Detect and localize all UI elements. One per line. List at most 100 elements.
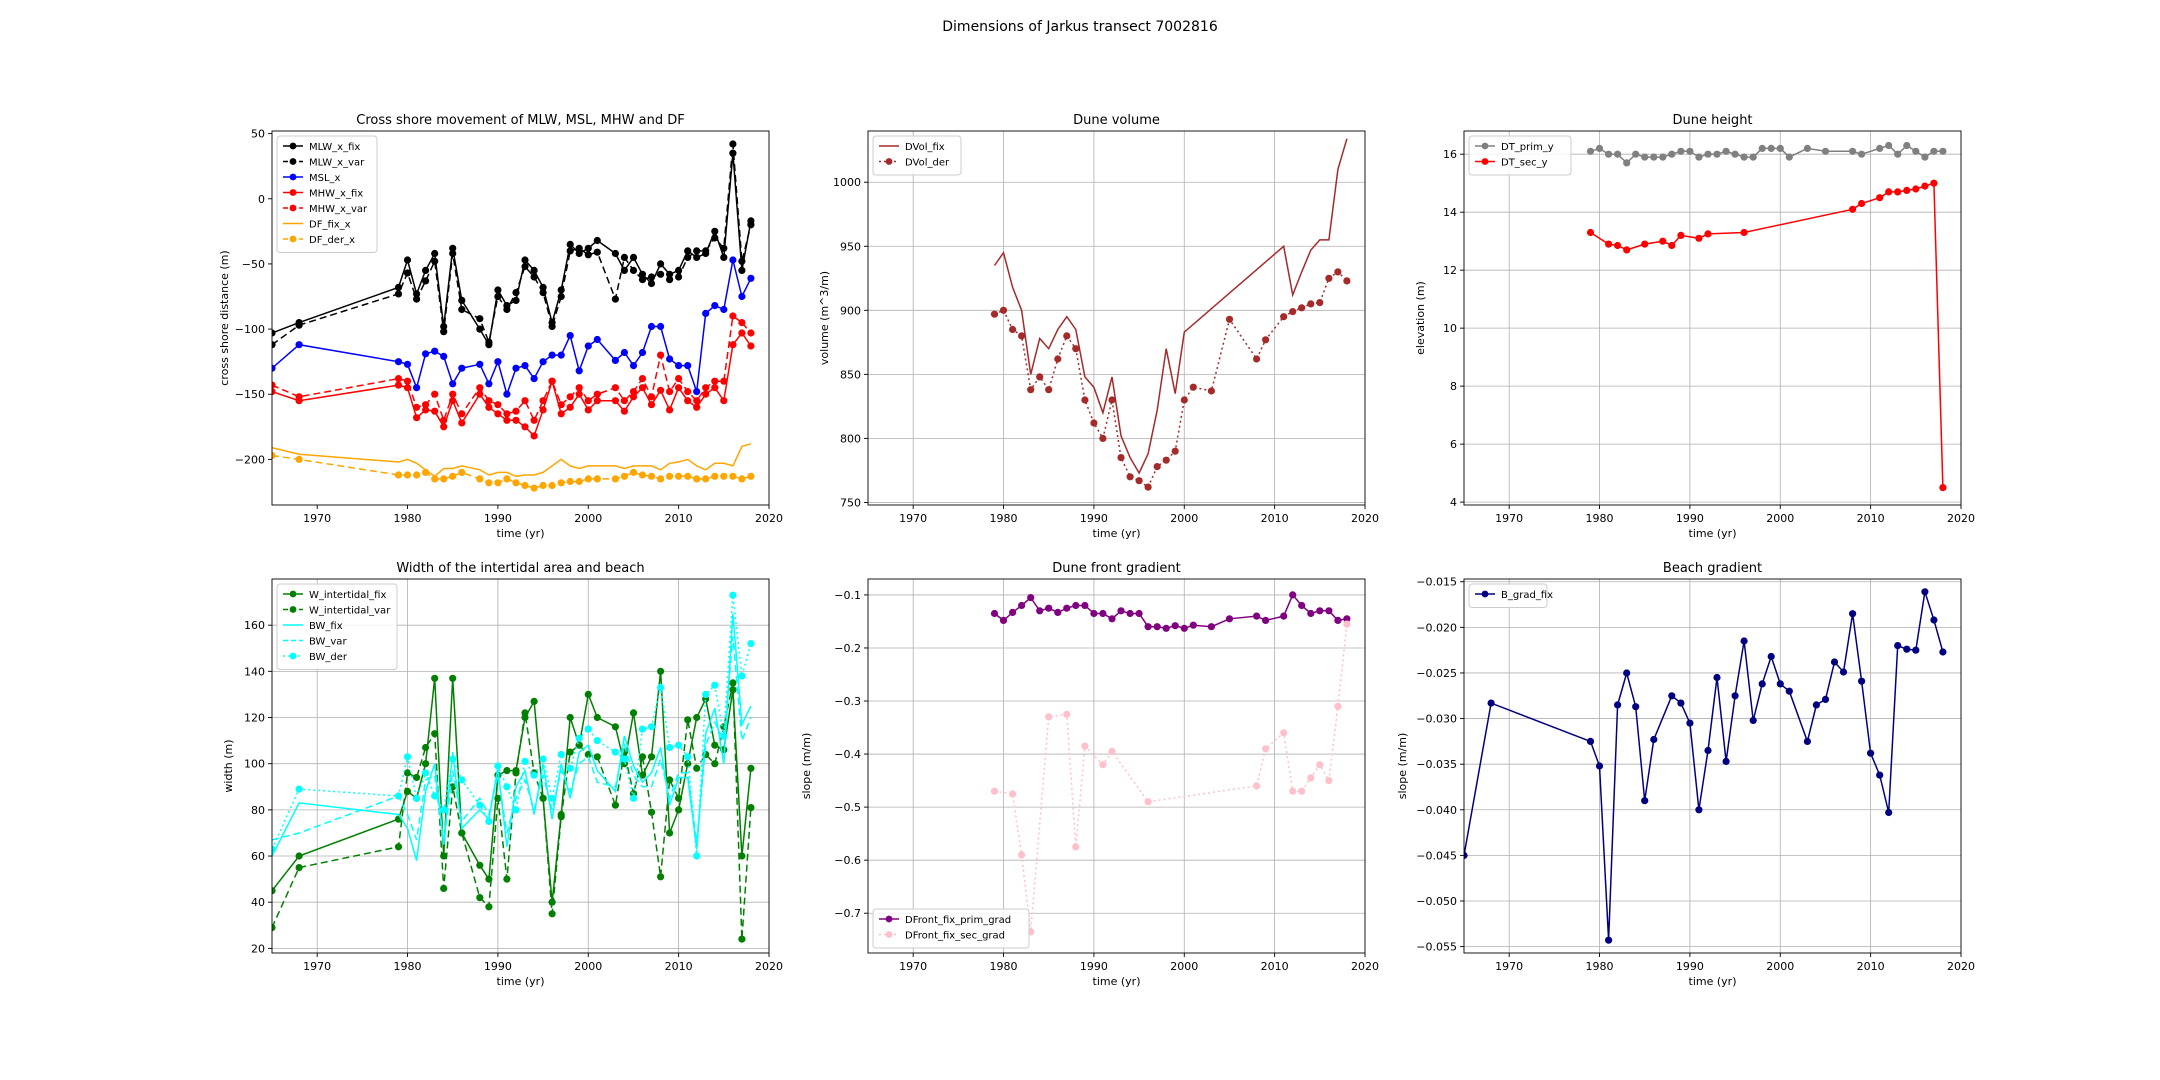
data-point bbox=[295, 864, 303, 872]
data-point bbox=[629, 468, 638, 476]
data-point bbox=[503, 416, 511, 424]
data-point bbox=[693, 852, 701, 860]
data-point bbox=[1054, 608, 1062, 617]
data-point bbox=[720, 305, 728, 314]
series-line bbox=[994, 270, 1348, 489]
series-line bbox=[272, 331, 752, 438]
data-point bbox=[684, 472, 692, 480]
data-point bbox=[512, 289, 520, 297]
data-point bbox=[1054, 355, 1062, 363]
data-point bbox=[738, 257, 746, 265]
axes-frame bbox=[867, 130, 1366, 506]
x-axis-label: time (yr) bbox=[497, 975, 545, 988]
data-point bbox=[413, 794, 421, 802]
plot-area bbox=[990, 138, 1351, 491]
x-axis-label: time (yr) bbox=[497, 527, 545, 540]
data-point bbox=[720, 472, 728, 480]
series-DFront_fix_sec_grad bbox=[990, 620, 1351, 936]
data-point bbox=[647, 753, 656, 761]
data-point bbox=[521, 397, 529, 405]
data-point bbox=[747, 804, 755, 812]
data-point bbox=[629, 388, 638, 396]
series-line bbox=[994, 593, 1348, 630]
data-point bbox=[738, 672, 746, 680]
series-DVol_der bbox=[990, 268, 1351, 491]
data-point bbox=[693, 247, 701, 255]
data-point bbox=[449, 472, 457, 480]
data-point bbox=[1623, 159, 1631, 167]
data-point bbox=[666, 743, 674, 752]
data-point bbox=[711, 681, 719, 689]
data-point bbox=[458, 776, 466, 784]
data-point bbox=[638, 348, 647, 357]
data-point bbox=[611, 397, 620, 405]
legend-item: B_grad_fix bbox=[1475, 590, 1553, 601]
data-point bbox=[548, 794, 556, 802]
legend-label: MLW_x_fix bbox=[309, 142, 360, 153]
data-point bbox=[1803, 144, 1811, 152]
data-point bbox=[394, 358, 403, 366]
series-BW_der bbox=[272, 591, 755, 860]
data-point bbox=[485, 380, 493, 388]
data-point bbox=[566, 713, 574, 722]
data-point bbox=[1225, 315, 1234, 323]
y-tick-label: −0.030 bbox=[1416, 713, 1457, 726]
plot-area bbox=[272, 140, 755, 492]
series-MLW_x_var bbox=[272, 140, 755, 349]
y-tick-label: −0.3 bbox=[834, 695, 861, 708]
series-MSL_x bbox=[272, 256, 755, 398]
data-point bbox=[738, 475, 746, 483]
x-tick-label: 2020 bbox=[1947, 960, 1975, 973]
data-point bbox=[711, 234, 719, 242]
data-point bbox=[584, 406, 592, 414]
data-point bbox=[1614, 241, 1622, 250]
data-point bbox=[738, 329, 746, 337]
x-tick-label: 2020 bbox=[1351, 512, 1379, 525]
x-tick-label: 1990 bbox=[1080, 512, 1108, 525]
data-point bbox=[675, 273, 683, 281]
data-point bbox=[512, 416, 520, 424]
x-tick-label: 2000 bbox=[574, 512, 602, 525]
data-point bbox=[593, 335, 601, 344]
legend-marker bbox=[289, 142, 297, 150]
data-point bbox=[575, 384, 583, 392]
data-point bbox=[1586, 228, 1595, 237]
data-point bbox=[422, 743, 430, 752]
y-tick-label: 900 bbox=[840, 304, 861, 317]
data-point bbox=[1180, 624, 1188, 632]
data-point bbox=[620, 472, 629, 480]
legend-marker bbox=[885, 931, 893, 938]
x-tick-label: 1980 bbox=[394, 512, 422, 525]
data-point bbox=[1280, 729, 1288, 737]
data-point bbox=[647, 723, 656, 731]
data-point bbox=[566, 764, 574, 772]
data-point bbox=[1045, 713, 1053, 721]
data-point bbox=[521, 757, 529, 766]
data-point bbox=[530, 697, 538, 706]
data-point bbox=[272, 341, 276, 349]
data-point bbox=[1018, 851, 1026, 859]
data-point bbox=[711, 377, 719, 385]
data-point bbox=[629, 362, 638, 370]
data-point bbox=[1171, 447, 1179, 455]
data-point bbox=[272, 381, 276, 389]
data-point bbox=[272, 887, 276, 895]
y-tick-label: −0.7 bbox=[834, 907, 861, 920]
data-point bbox=[1045, 386, 1053, 394]
data-point bbox=[1767, 144, 1775, 152]
y-tick-label: −150 bbox=[235, 388, 265, 401]
data-point bbox=[431, 792, 439, 800]
data-point bbox=[675, 472, 683, 480]
y-tick-label: 850 bbox=[840, 368, 861, 381]
y-tick-label: 950 bbox=[840, 240, 861, 253]
y-axis-label: elevation (m) bbox=[1414, 281, 1427, 355]
plot-area bbox=[1464, 588, 1947, 944]
data-point bbox=[1785, 687, 1793, 695]
x-tick-label: 1970 bbox=[303, 960, 331, 973]
data-point bbox=[738, 319, 746, 327]
data-point bbox=[272, 364, 276, 372]
data-point bbox=[1253, 355, 1261, 363]
data-point bbox=[413, 295, 421, 303]
data-point bbox=[530, 375, 538, 383]
data-point bbox=[611, 295, 620, 303]
